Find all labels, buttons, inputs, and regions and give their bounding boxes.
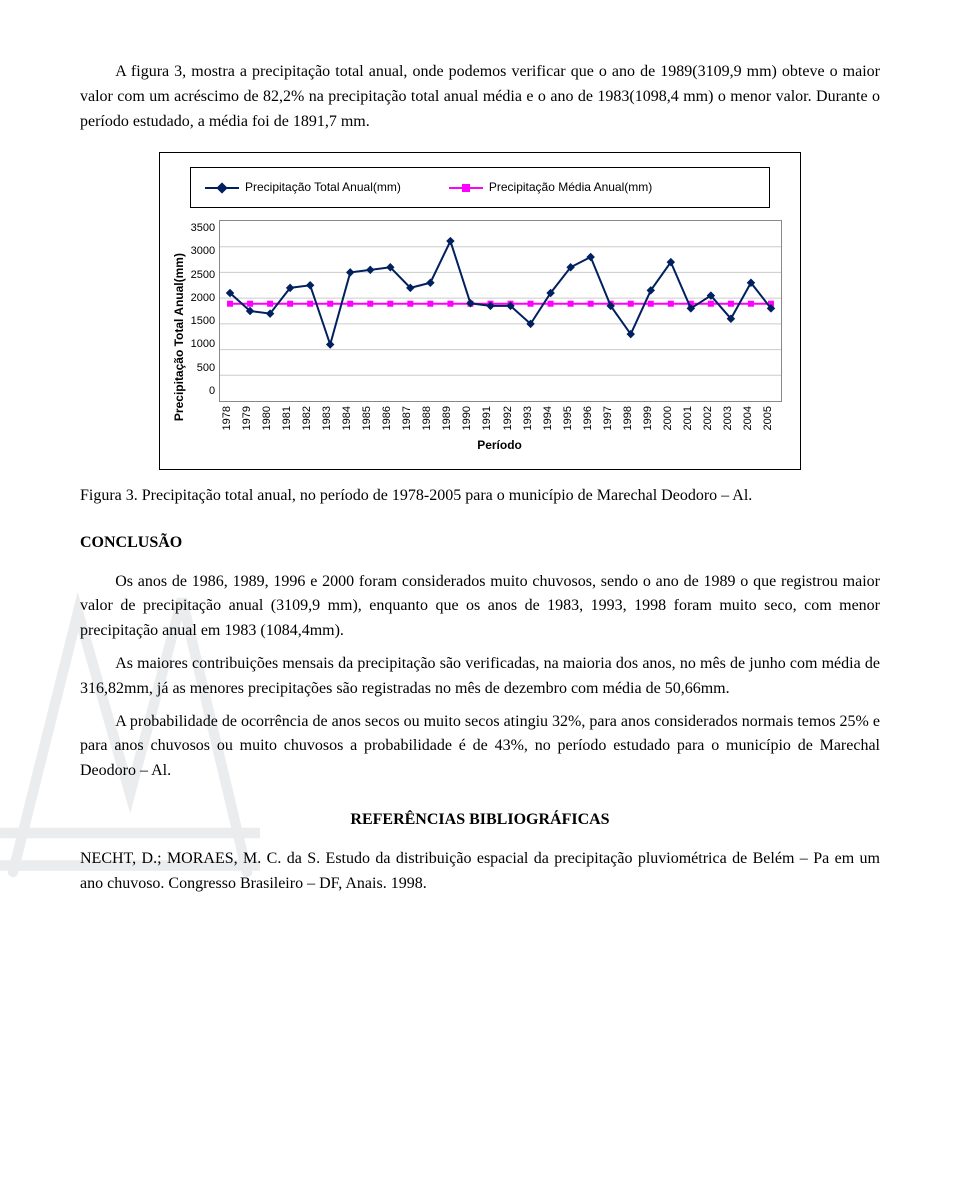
conclusion-p2: As maiores contribuições mensais da prec…: [80, 652, 880, 702]
plot-area: [219, 220, 782, 402]
x-axis-label: Período: [219, 436, 780, 455]
legend-label: Precipitação Média Anual(mm): [489, 178, 652, 197]
legend-series-media: Precipitação Média Anual(mm): [449, 178, 652, 197]
conclusion-p1: Os anos de 1986, 1989, 1996 e 2000 foram…: [80, 570, 880, 644]
precip-chart: Precipitação Total Anual(mm) Precipitaçã…: [159, 152, 801, 470]
reference-entry: NECHT, D.; MORAES, M. C. da S. Estudo da…: [80, 847, 880, 897]
conclusion-heading: CONCLUSÃO: [80, 531, 880, 556]
figure-caption: Figura 3. Precipitação total anual, no p…: [80, 484, 880, 509]
y-axis-label: Precipitação Total Anual(mm): [168, 220, 191, 455]
legend-series-total: Precipitação Total Anual(mm): [205, 178, 401, 197]
chart-legend: Precipitação Total Anual(mm) Precipitaçã…: [190, 167, 770, 208]
intro-paragraph: A figura 3, mostra a precipitação total …: [80, 60, 880, 134]
x-axis-ticks: 1978197919801981198219831984198519861987…: [219, 406, 780, 430]
conclusion-p3: A probabilidade de ocorrência de anos se…: [80, 710, 880, 784]
legend-label: Precipitação Total Anual(mm): [245, 178, 401, 197]
references-heading: REFERÊNCIAS BIBLIOGRÁFICAS: [80, 808, 880, 833]
y-axis-ticks: 3500300025002000150010005000: [191, 220, 219, 400]
